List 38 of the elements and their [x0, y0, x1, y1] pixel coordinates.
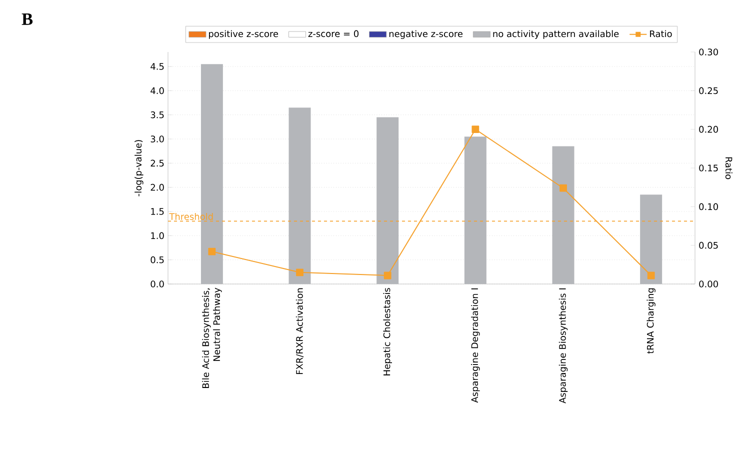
- y-tick-label: 3.5: [150, 111, 164, 118]
- y2-tick-label: 0.10: [699, 203, 718, 210]
- x-tick-label: Asparagine Degradation I: [471, 288, 480, 403]
- x-tick-label: Bile Acid Biosynthesis, Neutral Pathway: [202, 288, 222, 388]
- y2-tick-label: 0.30: [699, 48, 718, 56]
- x-tick-label: Asparagine Biosynthesis I: [558, 288, 568, 404]
- y-tick-label: 1.0: [151, 232, 164, 240]
- y2-tick-label: 0.15: [699, 164, 718, 172]
- y-tick-label: 3.0: [150, 136, 164, 142]
- y-tick-label: 2.5: [150, 160, 164, 167]
- x-tick-label: FXR/RXR Activation: [296, 288, 304, 374]
- y2-tick-label: 0.00: [699, 280, 718, 288]
- point: [560, 184, 567, 192]
- legend-label: no activity pattern available: [493, 30, 619, 39]
- legend-label: positive z-score: [209, 30, 278, 39]
- y-tick-label: 2.0: [150, 184, 164, 191]
- legend-label: Ratio: [650, 30, 672, 38]
- y2-tick-label: 0.25: [699, 87, 718, 94]
- point: [472, 126, 480, 134]
- y2-tick-label: 0.20: [699, 126, 718, 133]
- point: [208, 248, 216, 256]
- y-tick-label: 4.5: [150, 63, 164, 70]
- y2-axis-title: Ratio: [725, 157, 732, 180]
- y-tick-label: 4.0: [150, 87, 164, 94]
- ref-line-label: Threshold: [169, 213, 213, 220]
- y-tick-label: 1.5: [151, 208, 164, 215]
- point: [384, 272, 392, 280]
- point: [296, 268, 304, 276]
- x-tick-label: Hepatic Cholestasis: [383, 288, 392, 376]
- y-tick-label: 0.5: [150, 256, 164, 264]
- legend-label: z-score = 0: [308, 30, 359, 38]
- y-tick-label: 0.0: [150, 280, 164, 288]
- text: B: [22, 14, 33, 25]
- point: [647, 272, 655, 280]
- x-tick-label: tRNA Charging: [646, 288, 656, 354]
- legend-label: negative z-score: [389, 30, 463, 39]
- y-axis-title: -log(p-value): [134, 140, 144, 196]
- y2-tick-label: 0.05: [699, 242, 718, 249]
